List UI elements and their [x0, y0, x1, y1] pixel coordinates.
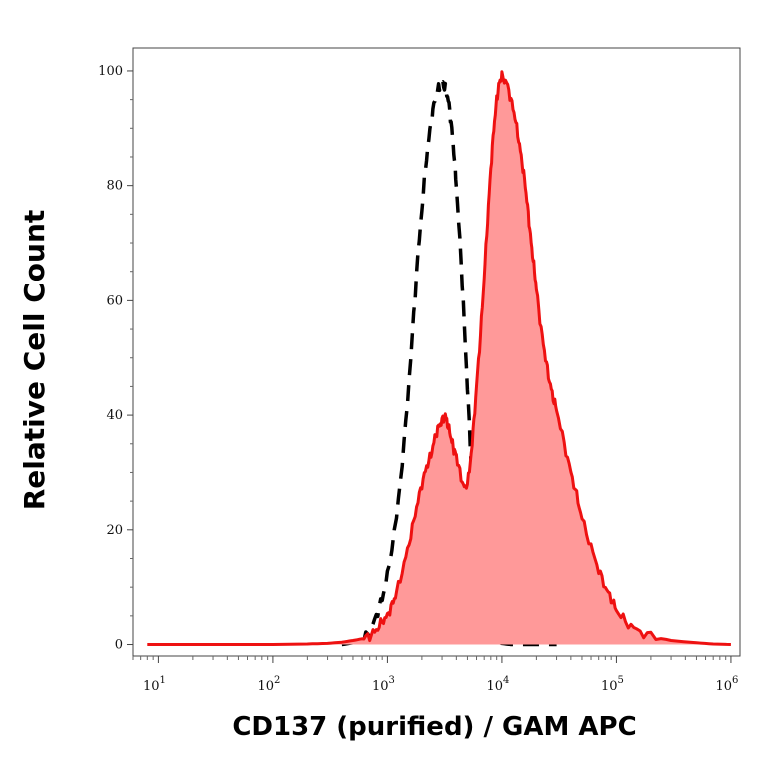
y-tick-label: 100 [98, 64, 123, 79]
x-tick-label: 104 [486, 675, 509, 694]
x-tick-label: 105 [601, 675, 624, 694]
y-tick-label: 40 [106, 408, 123, 423]
x-tick-label: 101 [143, 675, 166, 694]
plot-area [147, 70, 731, 647]
x-tick-label: 102 [257, 675, 280, 694]
axes: 0 20 40 60 80 100 101 102 103 104 105 106 [98, 64, 738, 694]
y-tick-label: 20 [106, 523, 123, 538]
y-tick-label: 60 [106, 293, 123, 308]
y-tick-label: 0 [115, 638, 123, 653]
x-axis-title: CD137 (purified) / GAM APC [232, 712, 636, 742]
y-tick-label: 80 [106, 179, 123, 194]
x-tick-label: 103 [372, 675, 395, 694]
series-line-red [147, 70, 731, 646]
x-tick-label: 106 [715, 675, 738, 694]
series-fill-area [147, 71, 731, 645]
plot-frame [132, 47, 741, 657]
y-axis-title: Relative Cell Count [18, 210, 51, 511]
